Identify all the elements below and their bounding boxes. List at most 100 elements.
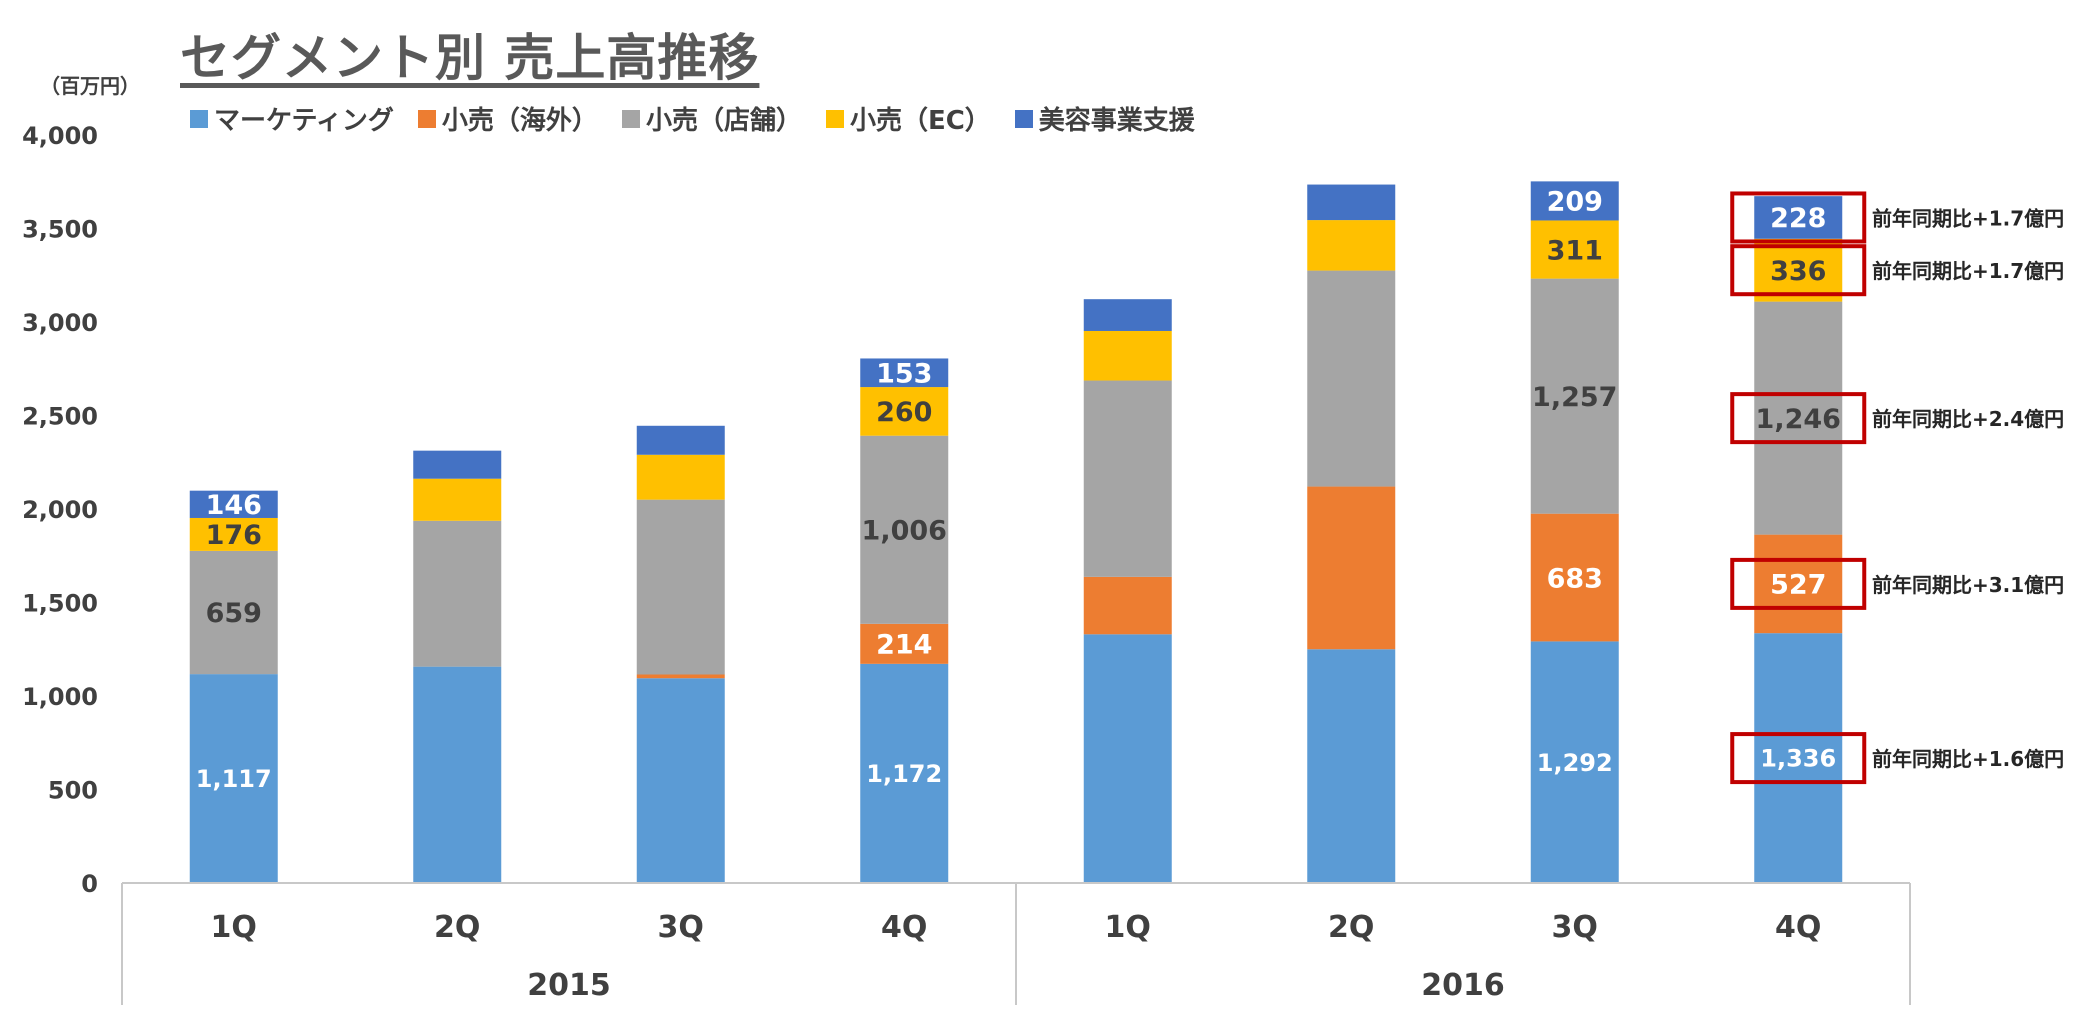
x-group-label: 2016	[1421, 968, 1505, 1003]
data-label: 228	[1770, 203, 1826, 234]
legend-label: 小売（店舗）	[645, 106, 802, 136]
y-tick-label: 3,000	[22, 309, 98, 337]
bar-segment	[860, 663, 949, 883]
data-label: 683	[1547, 563, 1603, 594]
bar-segment	[1083, 576, 1172, 635]
bar-segment	[413, 450, 502, 479]
highlight-box	[1730, 191, 1867, 244]
x-tick-label: 3Q	[658, 910, 704, 945]
legend-label: 小売（EC）	[849, 106, 991, 136]
x-group-label: 2015	[527, 968, 611, 1003]
bar-segment	[413, 478, 502, 521]
bar-segment	[1754, 534, 1843, 634]
legend-item: 小売（海外）	[417, 100, 598, 137]
legend-item: 小売（店舗）	[621, 100, 802, 137]
bar-segment	[1307, 270, 1396, 487]
bar-segment	[1530, 641, 1619, 883]
data-label: 1,246	[1756, 404, 1841, 435]
bar-segment	[1307, 184, 1396, 221]
bar-segment	[413, 666, 502, 883]
bar-segment	[860, 358, 949, 388]
bar-segment	[189, 517, 278, 551]
bar-segment	[1083, 299, 1172, 331]
y-tick-label: 2,500	[22, 403, 98, 431]
data-label: 1,006	[862, 515, 947, 546]
data-label: 527	[1770, 570, 1826, 601]
bar-segment	[189, 490, 278, 518]
bar-segment	[860, 435, 949, 624]
bar-segment	[1083, 634, 1172, 883]
bar-segment	[1754, 301, 1843, 535]
legend-item: 美容事業支援	[1014, 100, 1195, 137]
data-label: 1,117	[196, 765, 272, 793]
x-tick-label: 3Q	[1552, 910, 1598, 945]
legend-label: マーケティング	[214, 106, 394, 136]
bar-segment	[860, 387, 949, 436]
bar-segment	[189, 674, 278, 883]
data-label: 1,172	[866, 760, 942, 788]
data-label: 214	[876, 630, 932, 661]
bar-segment	[1083, 380, 1172, 577]
data-label: 311	[1547, 235, 1603, 266]
data-label: 146	[206, 490, 262, 521]
highlight-box	[1730, 392, 1867, 445]
yoy-annotation: 前年同期比+1.7億円	[1872, 206, 2064, 230]
bar-segment	[1754, 196, 1843, 239]
yoy-annotation: 前年同期比+3.1億円	[1872, 573, 2064, 597]
bar-segment	[860, 623, 949, 664]
legend-swatch	[825, 109, 844, 128]
data-label: 260	[876, 397, 932, 428]
chart-title: セグメント別 売上高推移	[180, 29, 760, 87]
bar-segment	[1754, 633, 1843, 883]
legend-swatch	[621, 109, 640, 128]
bar-segment	[413, 520, 502, 667]
x-tick-label: 4Q	[1775, 910, 1821, 945]
x-tick-label: 1Q	[211, 910, 257, 945]
bar-segment	[1530, 278, 1619, 514]
legend-item: マーケティング	[190, 100, 394, 137]
bar-segment	[1530, 181, 1619, 221]
bar-segment	[636, 678, 725, 883]
data-label: 336	[1770, 256, 1826, 287]
bar-segment	[636, 425, 725, 455]
chart-legend: マーケティング 小売（海外） 小売（店舗） 小売（EC） 美容事業支援	[190, 100, 1219, 137]
legend-swatch	[1014, 109, 1033, 128]
y-tick-label: 500	[48, 777, 98, 805]
y-tick-label: 1,500	[22, 590, 98, 618]
highlight-box	[1730, 557, 1867, 610]
legend-swatch	[190, 109, 208, 128]
y-axis-unit-label: （百万円）	[40, 74, 140, 98]
yoy-annotation: 前年同期比+1.6億円	[1872, 747, 2064, 771]
x-tick-label: 4Q	[881, 910, 927, 945]
legend-label: 小売（海外）	[441, 106, 598, 136]
yoy-annotation: 前年同期比+2.4億円	[1872, 407, 2064, 431]
bar-segment	[1307, 220, 1396, 271]
y-tick-label: 3,500	[22, 216, 98, 244]
bar-segment	[636, 674, 725, 679]
yoy-annotation: 前年同期比+1.7億円	[1872, 259, 2064, 283]
y-tick-label: 0	[81, 870, 98, 898]
bar-segment	[1530, 220, 1619, 279]
data-label: 176	[206, 520, 262, 551]
bar-segment	[1530, 513, 1619, 642]
bar-segment	[636, 454, 725, 500]
data-label: 1,292	[1537, 749, 1613, 777]
legend-label: 美容事業支援	[1038, 106, 1195, 136]
x-tick-label: 2Q	[434, 910, 480, 945]
highlight-box	[1730, 244, 1867, 297]
bar-segment	[1307, 649, 1396, 883]
x-tick-label: 1Q	[1105, 910, 1151, 945]
legend-item: 小売（EC）	[825, 100, 991, 137]
y-tick-label: 4,000	[22, 122, 98, 150]
bar-segment	[1307, 486, 1396, 650]
y-tick-label: 1,000	[22, 683, 98, 711]
data-label: 1,257	[1532, 382, 1617, 413]
y-tick-label: 2,000	[22, 496, 98, 524]
data-label: 659	[206, 598, 262, 629]
data-label: 209	[1547, 187, 1603, 218]
data-label: 1,336	[1760, 745, 1836, 773]
bar-segment	[1754, 238, 1843, 302]
bar-segment	[636, 499, 725, 675]
x-tick-label: 2Q	[1328, 910, 1374, 945]
